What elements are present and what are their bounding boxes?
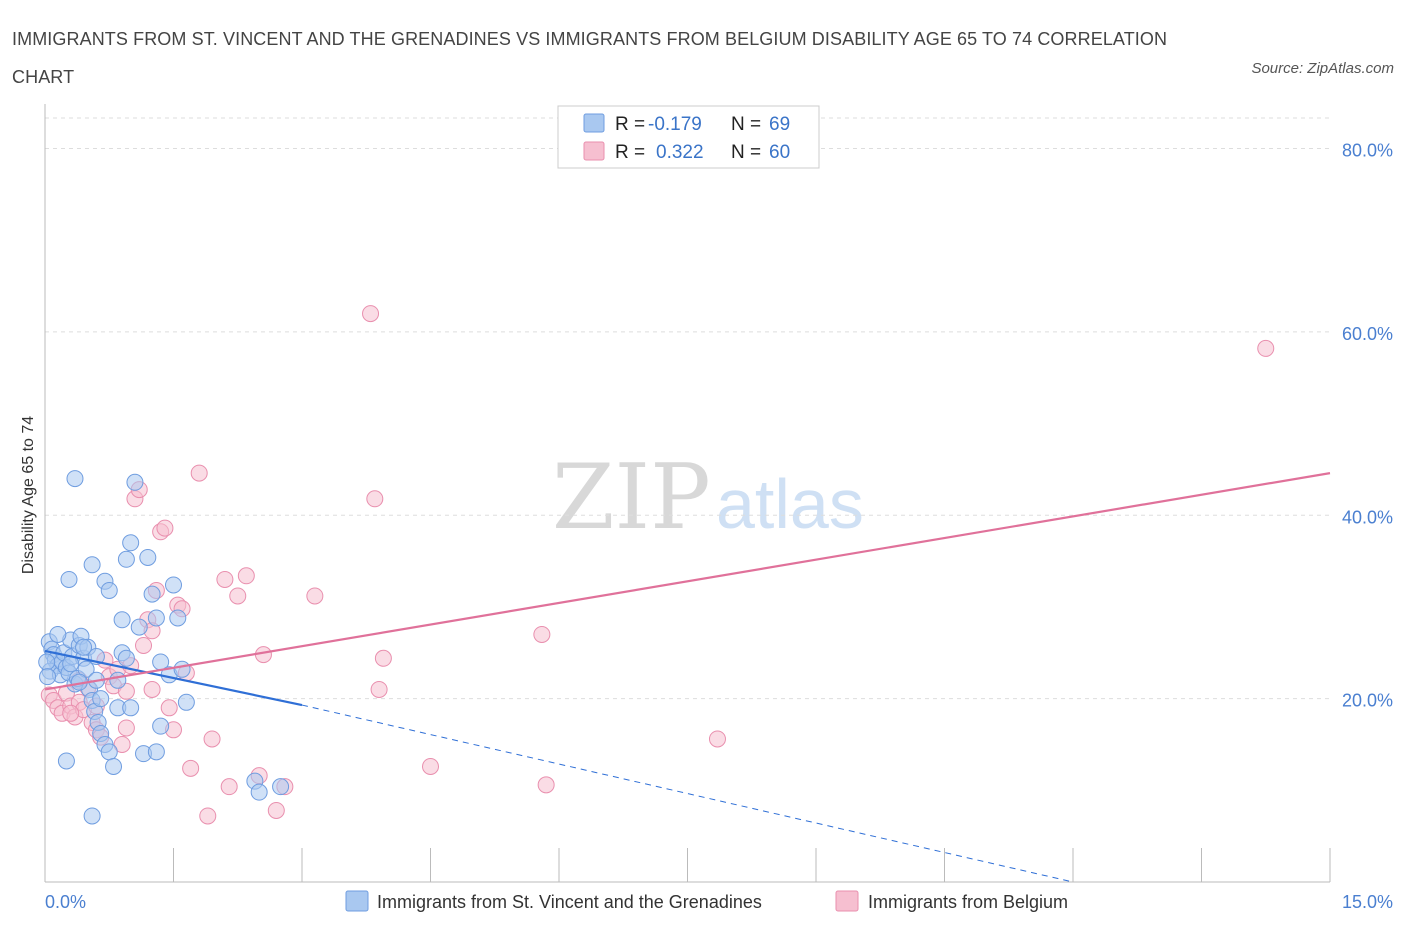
- st-vincent-point: [100, 743, 118, 761]
- st-vincent-point: [38, 653, 56, 671]
- st-vincent-point: [126, 473, 144, 491]
- st-vincent-point: [109, 671, 127, 689]
- watermark-atlas: atlas: [716, 465, 864, 543]
- belgium-point: [203, 730, 221, 748]
- legend-swatch-blue: [583, 113, 605, 133]
- st-vincent-point: [83, 807, 101, 825]
- belgium-point: [182, 759, 200, 777]
- st-vincent-point: [66, 470, 84, 488]
- legend-r-label-pink: R =: [615, 142, 645, 163]
- st-vincent-point: [130, 618, 148, 636]
- belgium-point: [216, 570, 234, 588]
- legend-n-label-pink: N =: [731, 142, 761, 163]
- st-vincent-point: [122, 699, 140, 717]
- st-vincent-point: [139, 548, 157, 566]
- st-vincent-point: [100, 581, 118, 599]
- belgium-point: [374, 649, 392, 667]
- correlation-legend: R = -0.179 N = 69 R = 0.322 N = 60: [557, 105, 820, 169]
- legend-r-value-pink: 0.322: [656, 142, 704, 163]
- st-vincent-point: [92, 690, 110, 708]
- st-vincent-point: [169, 609, 187, 627]
- belgium-point: [190, 464, 208, 482]
- y-tick-label: 80.0%: [1342, 141, 1393, 161]
- x-tick-max: 15.0%: [1342, 892, 1393, 912]
- axes: [44, 104, 1331, 883]
- trend-lines: [44, 472, 1331, 883]
- series-legend-label-blue: Immigrants from St. Vincent and the Gren…: [377, 892, 762, 912]
- series-legend-swatch-pink: [835, 890, 859, 912]
- st-vincent-point: [117, 550, 135, 568]
- st-vincent-point: [147, 743, 165, 761]
- belgium-point: [422, 757, 439, 775]
- st-vincent-point: [60, 570, 78, 588]
- belgium-point: [370, 680, 388, 698]
- st-vincent-point: [147, 609, 165, 627]
- st-vincent-point: [152, 717, 170, 735]
- belgium-point: [220, 778, 238, 796]
- belgium-point: [533, 625, 551, 643]
- legend-r-value-blue: -0.179: [648, 114, 702, 135]
- st-vincent-trend-line: [44, 649, 303, 707]
- series-legend-label-pink: Immigrants from Belgium: [868, 892, 1068, 912]
- st-vincent-point: [57, 752, 75, 770]
- belgium-point: [113, 735, 131, 753]
- belgium-point: [199, 807, 217, 825]
- y-tick-label: 40.0%: [1342, 507, 1393, 527]
- belgium-point: [135, 636, 153, 654]
- st-vincent-point: [177, 693, 195, 711]
- st-vincent-point: [165, 576, 182, 594]
- y-tick-label: 20.0%: [1342, 691, 1393, 711]
- st-vincent-point: [75, 638, 93, 656]
- st-vincent-point: [113, 611, 131, 629]
- st-vincent-point: [250, 783, 268, 801]
- belgium-point: [117, 719, 135, 737]
- belgium-trend-line: [44, 472, 1331, 691]
- st-vincent-point: [143, 585, 161, 603]
- belgium-point: [1257, 339, 1275, 357]
- belgium-point: [708, 730, 726, 748]
- series-legend: Immigrants from St. Vincent and the Gren…: [345, 890, 1068, 912]
- belgium-point: [362, 305, 380, 323]
- legend-swatch-pink: [583, 141, 605, 161]
- belgium-point: [62, 704, 80, 722]
- belgium-point: [156, 519, 174, 537]
- belgium-point: [229, 587, 247, 605]
- source-credit: Source: ZipAtlas.com: [1251, 60, 1394, 77]
- legend-n-value-pink: 60: [769, 142, 790, 163]
- st-vincent-point: [272, 778, 290, 796]
- y-axis-label: Disability Age 65 to 74: [20, 416, 37, 574]
- belgium-point: [537, 776, 555, 794]
- st-vincent-point: [105, 757, 123, 775]
- st-vincent-point: [49, 625, 67, 643]
- chart-title: IMMIGRANTS FROM ST. VINCENT AND THE GREN…: [12, 29, 1168, 87]
- belgium-point: [143, 680, 161, 698]
- legend-r-label-blue: R =: [615, 114, 645, 135]
- st-vincent-point: [39, 668, 57, 686]
- belgium-point: [366, 490, 384, 508]
- y-tick-label: 60.0%: [1342, 324, 1393, 344]
- series-legend-swatch-blue: [345, 890, 369, 912]
- st-vincent-point: [122, 534, 140, 552]
- watermark-zip: ZIP: [552, 445, 711, 550]
- x-tick-min: 0.0%: [45, 892, 86, 912]
- legend-n-label-blue: N =: [731, 114, 761, 135]
- belgium-point: [237, 567, 255, 585]
- gridlines: 20.0% 40.0% 60.0% 80.0%: [45, 117, 1393, 711]
- belgium-point: [267, 801, 285, 819]
- belgium-points: [40, 305, 1275, 825]
- st-vincent-point: [117, 649, 135, 667]
- belgium-point: [306, 587, 324, 605]
- belgium-point: [160, 699, 178, 717]
- st-vincent-points: [38, 470, 290, 825]
- st-vincent-point: [83, 556, 101, 574]
- st-vincent-point: [173, 660, 191, 678]
- legend-n-value-blue: 69: [769, 114, 790, 135]
